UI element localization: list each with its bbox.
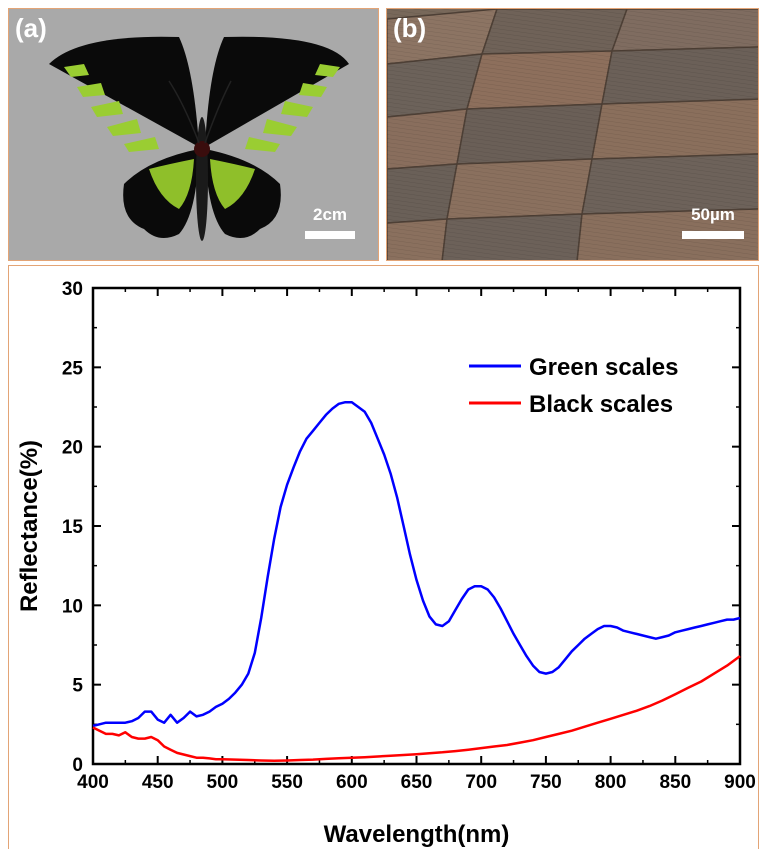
panel-b-scale-bar xyxy=(682,231,744,239)
panel-a-scale-bar xyxy=(305,231,355,239)
y-tick-label: 20 xyxy=(62,438,83,459)
scales-illustration xyxy=(387,9,758,260)
x-tick-label: 500 xyxy=(207,772,239,793)
panel-a-label: (a) xyxy=(15,13,47,43)
panel-b-scale-label: 50µm xyxy=(691,205,735,224)
butterfly-photo-panel: (a) 2cm xyxy=(8,8,379,261)
y-tick-label: 0 xyxy=(72,755,83,776)
legend-entry: Green scales xyxy=(529,354,678,381)
y-tick-label: 10 xyxy=(62,596,83,617)
x-tick-label: 450 xyxy=(142,772,174,793)
x-tick-label: 700 xyxy=(465,772,497,793)
scales-micrograph-panel: (b) 50µm xyxy=(386,8,759,261)
butterfly-illustration xyxy=(49,36,349,241)
x-tick-label: 400 xyxy=(77,772,109,793)
legend-entry: Black scales xyxy=(529,391,673,418)
reflectance-chart: 400 450 500 550 600 650 700 750 800 850 900 0 5 10 15 2… xyxy=(16,279,756,848)
x-tick-label: 800 xyxy=(595,772,627,793)
x-tick-label: 600 xyxy=(336,772,368,793)
black-scales-line xyxy=(92,655,741,763)
y-tick-label: 30 xyxy=(62,279,83,300)
y-tick-label: 5 xyxy=(72,676,83,697)
y-tick-label: 25 xyxy=(62,358,84,379)
panel-a-scale-label: 2cm xyxy=(312,205,348,224)
x-tick-label: 650 xyxy=(401,772,433,793)
panel-b-label: (b) xyxy=(393,13,427,43)
x-axis-title: Wavelength(nm) xyxy=(324,821,510,848)
y-axis-title: Reflectance(%) xyxy=(16,440,43,612)
reflectance-chart-panel: 400 450 500 550 600 650 700 750 800 850 900 0 5 10 15 2… xyxy=(8,265,759,849)
x-tick-label: 900 xyxy=(724,772,756,793)
x-tick-label: 550 xyxy=(271,772,303,793)
y-tick-label: 15 xyxy=(62,517,84,538)
x-tick-label: 850 xyxy=(659,772,691,793)
green-scales-line xyxy=(92,400,741,728)
x-tick-label: 750 xyxy=(530,772,562,793)
